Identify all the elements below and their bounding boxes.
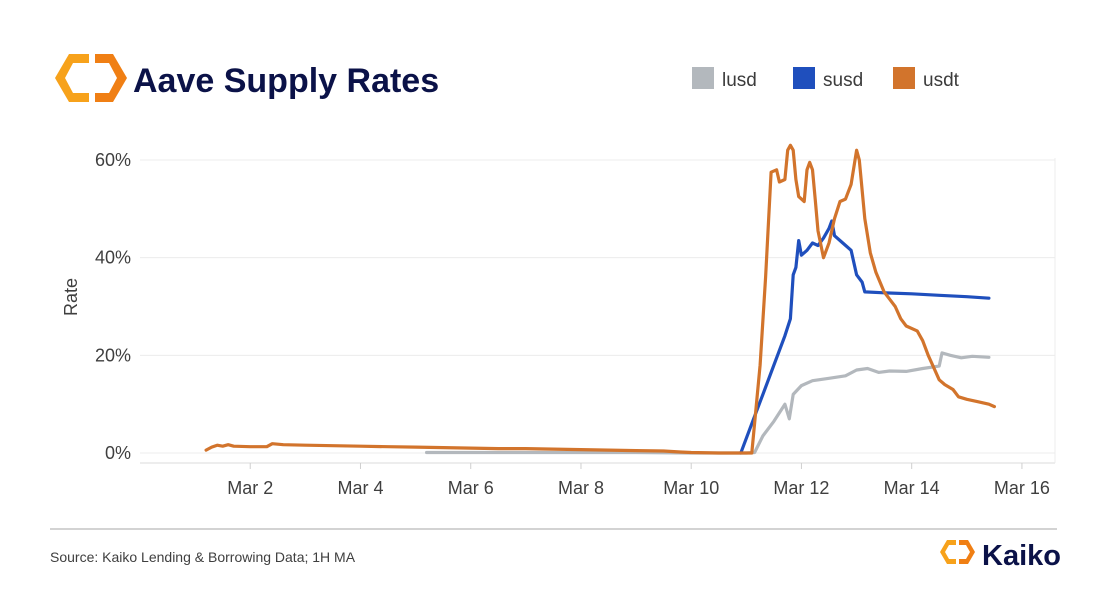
legend-label-lusd: lusd (722, 70, 757, 91)
legend-label-usdt: usdt (923, 70, 960, 91)
series-line-usdt (204, 143, 996, 455)
x-tick-label: Mar 4 (337, 478, 383, 498)
kaiko-logo-icon (55, 54, 127, 102)
kaiko-brand-logo-icon (940, 540, 975, 564)
legend-item-lusd: lusd (692, 67, 757, 91)
series-line-lusd (425, 351, 991, 455)
grid-lines (140, 158, 1056, 464)
legend-swatch-lusd (692, 67, 714, 89)
x-tick-label: Mar 10 (663, 478, 719, 498)
x-tick-label: Mar 16 (994, 478, 1050, 498)
series-lines (204, 143, 996, 455)
legend-swatch-susd (793, 67, 815, 89)
x-tick-label: Mar 6 (448, 478, 494, 498)
y-axis-ticks: 0% 20% 40% 60% (95, 150, 131, 463)
x-tick-label: Mar 14 (884, 478, 940, 498)
x-tick-label: Mar 2 (227, 478, 273, 498)
legend: lusd susd usdt (692, 67, 960, 91)
x-tick-label: Mar 8 (558, 478, 604, 498)
legend-item-susd: susd (793, 67, 863, 91)
series-line-susd (739, 219, 991, 455)
x-tick-label: Mar 12 (773, 478, 829, 498)
y-tick-label: 60% (95, 150, 131, 170)
source-note: Source: Kaiko Lending & Borrowing Data; … (50, 549, 356, 565)
y-tick-label: 20% (95, 345, 131, 365)
legend-label-susd: susd (823, 70, 863, 91)
kaiko-wordmark: Kaiko (982, 540, 1061, 572)
legend-swatch-usdt (893, 67, 915, 89)
legend-item-usdt: usdt (893, 67, 960, 91)
chart-title: Aave Supply Rates (133, 62, 439, 100)
y-axis-label: Rate (61, 278, 81, 316)
y-tick-label: 40% (95, 248, 131, 268)
x-axis-ticks: Mar 2 Mar 4 Mar 6 Mar 8 Mar 10 Mar 12 Mar 14 Ma… (227, 463, 1050, 498)
y-tick-label: 0% (105, 443, 131, 463)
kaiko-brand: Kaiko (940, 540, 1061, 572)
